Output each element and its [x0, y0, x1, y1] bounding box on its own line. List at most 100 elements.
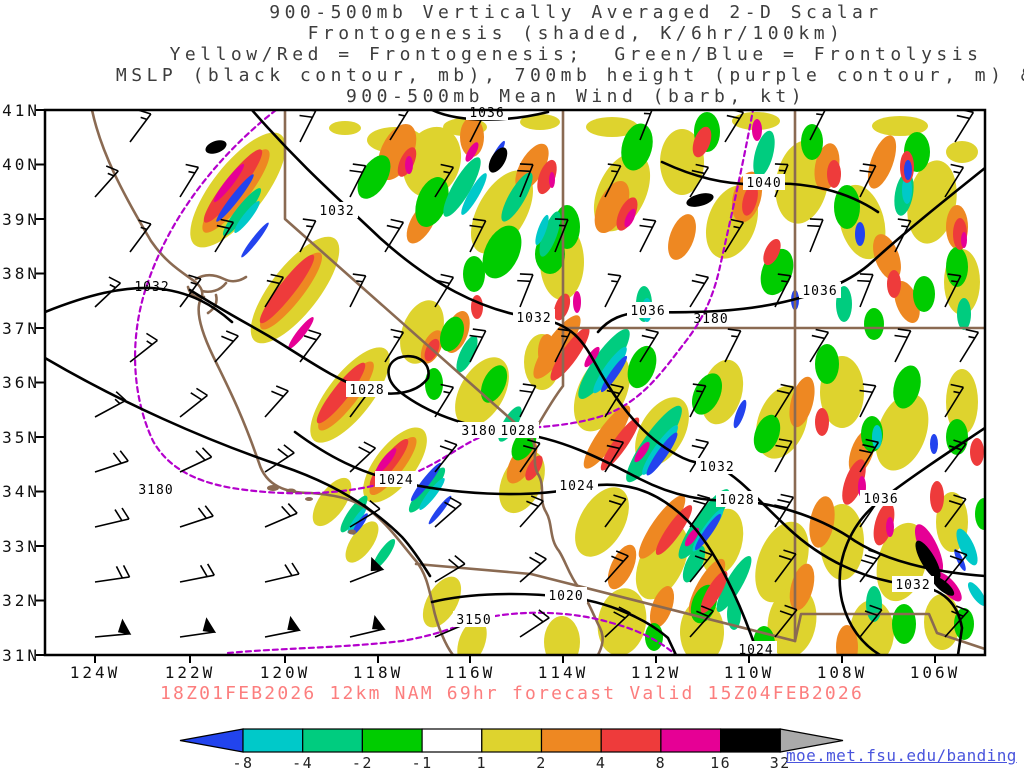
mslp-contour-1032: [250, 110, 964, 655]
contour-label: 1040: [743, 174, 785, 191]
contour-label: 1032: [696, 458, 738, 475]
colorbar-tick: -8: [232, 754, 253, 768]
height-contour-3150: [226, 611, 678, 655]
svg-text:1032: 1032: [699, 460, 734, 475]
svg-text:3180: 3180: [693, 312, 728, 327]
mslp-contour-1028: [188, 288, 985, 578]
lat-label: 35N: [2, 428, 40, 447]
svg-text:1036: 1036: [630, 304, 665, 319]
lat-label: 34N: [2, 482, 40, 501]
colorbar-tick: -2: [352, 754, 373, 768]
state-borders: [90, 110, 985, 655]
contour-label: 3180: [458, 422, 500, 439]
banding-site-link[interactable]: moe.met.fsu.edu/banding: [786, 746, 1017, 765]
lat-label: 33N: [2, 537, 40, 556]
lon-label: 122W: [165, 663, 216, 682]
shade-black: [205, 140, 955, 596]
svg-text:1028: 1028: [500, 424, 535, 439]
lat-label: 31N: [2, 646, 40, 665]
shade-red: [203, 126, 984, 614]
lat-label: 32N: [2, 591, 40, 610]
contour-label: 1036: [860, 490, 902, 507]
lat-label: 41N: [2, 101, 40, 120]
plot-title: 900-500mb Vertically Averaged 2-D Scalar…: [64, 2, 1024, 107]
svg-text:1036: 1036: [802, 284, 837, 299]
colorbar-segment: [481, 728, 543, 753]
lon-label: 124W: [70, 663, 121, 682]
colorbar-tick: 8: [656, 754, 667, 768]
forecast-caption: 18Z01FEB2026 12km NAM 69hr forecast Vali…: [160, 683, 864, 704]
longitude-labels: 124W 122W 120W 118W 116W 114W 112W 110W …: [70, 663, 961, 682]
contour-label: 1036: [466, 104, 508, 121]
lon-label: 118W: [353, 663, 404, 682]
lon-label: 116W: [445, 663, 496, 682]
contour-label: 1028: [346, 381, 388, 398]
colorbar-segment: [361, 728, 423, 753]
california-coastline: [90, 110, 455, 655]
lon-label: 120W: [260, 663, 311, 682]
svg-text:1028: 1028: [719, 493, 754, 508]
svg-text:1040: 1040: [746, 176, 781, 191]
mslp-contour-offshore: [45, 356, 432, 578]
title-line-3: Yellow/Red = Frontogenesis; Green/Blue =…: [169, 44, 983, 65]
lat-label: 37N: [2, 319, 40, 338]
contour-labels: 1036 1032 1040 1036 1036 1032 1032 1028 …: [134, 104, 934, 658]
svg-text:1028: 1028: [349, 383, 384, 398]
contour-label: 1028: [716, 491, 758, 508]
mslp-contour-1036-south: [838, 426, 985, 655]
lat-label: 36N: [2, 373, 40, 392]
colorbar-tick: 32: [770, 754, 791, 768]
lon-label: 108W: [817, 663, 868, 682]
colorbar-tick: 1: [477, 754, 488, 768]
lon-label: 110W: [724, 663, 775, 682]
colorbar-segment: [242, 728, 304, 753]
colorbar: -8 -4 -2 -1 1 2 4 8 16 32: [179, 728, 844, 768]
colorado-river-border: [529, 435, 604, 655]
contour-label: 1020: [545, 587, 587, 604]
colorbar-arrow-right: [779, 728, 844, 753]
frontogenesis-shading-layer: [190, 112, 985, 655]
contour-label: 3180: [693, 312, 728, 327]
svg-text:3180: 3180: [461, 424, 496, 439]
colorbar-segment: [540, 728, 602, 753]
svg-text:1036: 1036: [863, 492, 898, 507]
colorbar-segment: [719, 728, 781, 753]
lat-label: 39N: [2, 210, 40, 229]
svg-text:3180: 3180: [138, 483, 173, 498]
sf-bay-outline: [186, 273, 248, 315]
colorbar-arrow-left: [179, 728, 244, 753]
lat-label: 38N: [2, 264, 40, 283]
svg-text:1024: 1024: [559, 479, 594, 494]
title-line-2: Frontogenesis (shaded, K/6hr/100km): [307, 23, 845, 44]
contour-label: 1032: [316, 202, 358, 219]
title-line-5: 900-500mb Mean Wind (barb, kt): [345, 86, 807, 107]
colorbar-tick: -4: [292, 754, 313, 768]
contour-label: 1024: [556, 477, 598, 494]
colorbar-segment: [421, 728, 483, 753]
svg-text:3150: 3150: [456, 613, 491, 628]
title-line-4: MSLP (black contour, mb), 700mb height (…: [115, 65, 1024, 86]
contour-label: 1036: [627, 302, 669, 319]
colorbar-segment: [302, 728, 364, 753]
svg-text:1032: 1032: [319, 204, 354, 219]
svg-text:1020: 1020: [548, 589, 583, 604]
contour-label: 1036: [799, 282, 841, 299]
contour-label: 1032: [892, 576, 934, 593]
contour-label: 1024: [375, 471, 417, 488]
title-line-1: 900-500mb Vertically Averaged 2-D Scalar: [269, 2, 883, 23]
svg-text:1032: 1032: [516, 311, 551, 326]
contour-label: 3150: [453, 611, 495, 628]
lat-label: 40N: [2, 155, 40, 174]
colorbar-segment: [660, 728, 722, 753]
colorbar-tick: 4: [596, 754, 607, 768]
axis-ticks: [36, 109, 936, 663]
svg-text:1036: 1036: [469, 106, 504, 121]
contour-label: 1032: [513, 309, 555, 326]
contour-label: 3180: [138, 483, 173, 498]
lon-label: 114W: [538, 663, 589, 682]
lon-label: 106W: [910, 663, 961, 682]
colorbar-tick: 16: [710, 754, 731, 768]
contour-label: 1032: [134, 280, 168, 295]
